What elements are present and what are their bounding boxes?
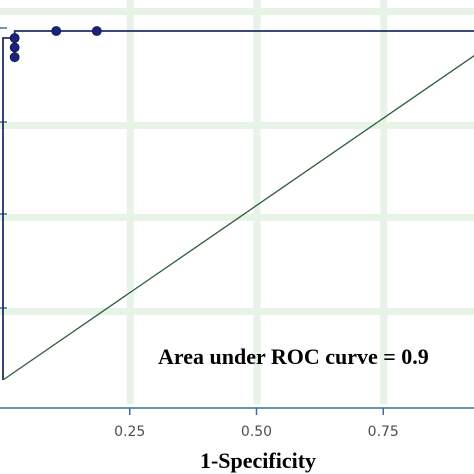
roc-point-0 [9,33,20,43]
grid-line-horizontal-0 [0,8,474,15]
x-tick-label-2: 0.75 [368,424,399,440]
grid-line-vertical-1 [253,0,261,404]
grid-line-horizontal-3 [0,308,474,315]
x-tick-labels: 0.25 0.50 0.75 [114,424,399,440]
reference-diagonal-line [2,54,474,381]
roc-point-2 [9,52,20,63]
grid-line-vertical-2 [380,0,388,404]
grid [0,0,474,404]
roc-point-1 [9,42,20,53]
grid-line-vertical-0 [126,0,134,404]
roc-point-3 [51,26,62,36]
x-axis-title: 1-Specificity [200,448,316,473]
x-tick-label-0: 0.25 [114,424,145,440]
grid-line-horizontal-1 [0,122,474,129]
roc-point-4 [91,26,102,36]
series-layer [2,26,474,381]
grid-line-horizontal-2 [0,214,474,221]
auc-annotation: Area under ROC curve = 0.9 [158,344,429,369]
x-tick-label-1: 0.50 [241,424,272,440]
